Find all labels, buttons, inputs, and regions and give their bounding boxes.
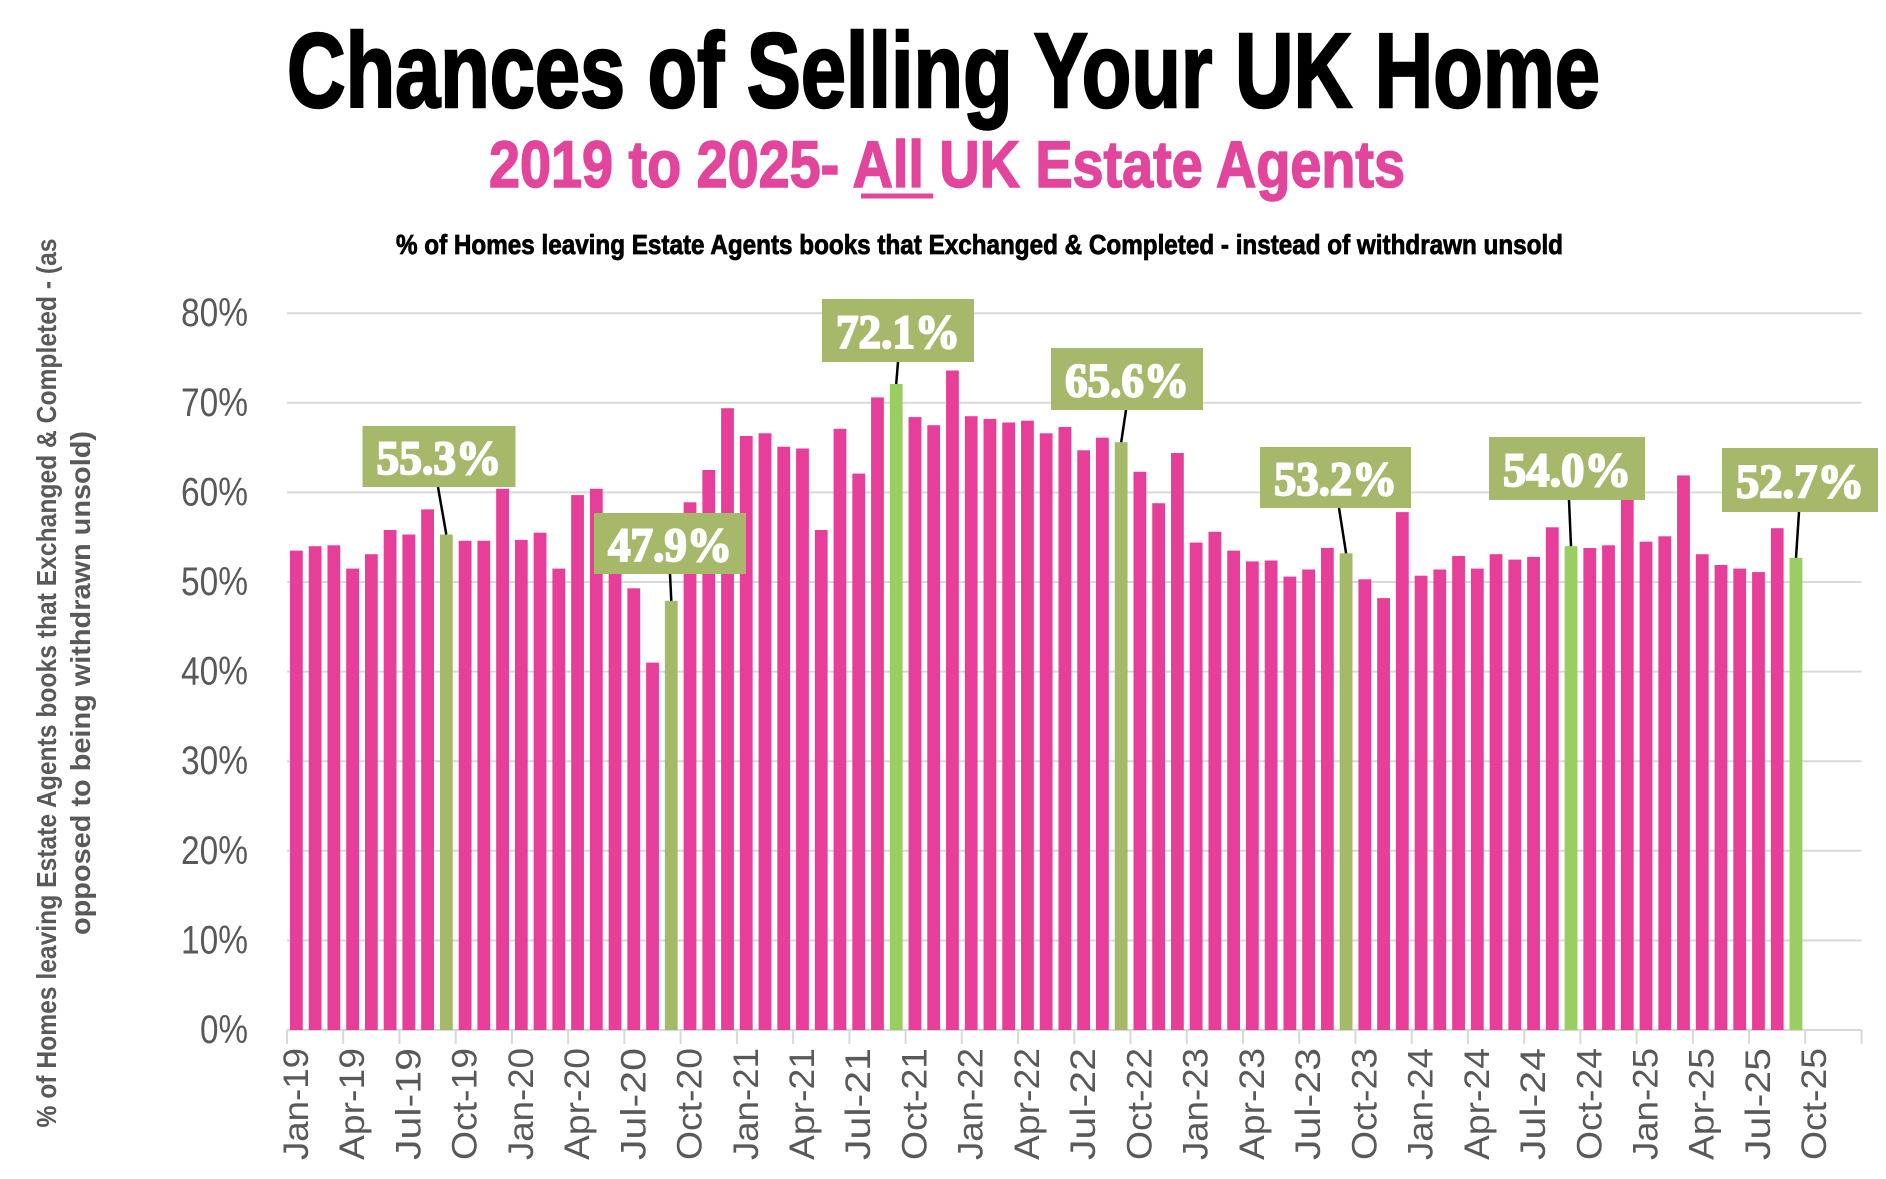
svg-text:70%: 70% <box>181 381 248 425</box>
svg-text:50%: 50% <box>181 560 248 604</box>
svg-text:% of Homes leaving Estate Agen: % of Homes leaving Estate Agents books t… <box>31 239 62 1128</box>
svg-text:Jul-24: Jul-24 <box>1514 1048 1553 1160</box>
svg-text:Oct-25: Oct-25 <box>1795 1048 1834 1160</box>
svg-text:% of Homes leaving Estate Agen: % of Homes leaving Estate Agents books t… <box>396 229 1563 260</box>
svg-text:30%: 30% <box>181 739 248 783</box>
svg-text:Jan-21: Jan-21 <box>727 1048 766 1160</box>
svg-text:72.1%: 72.1% <box>836 306 960 359</box>
svg-text:Apr-21: Apr-21 <box>783 1048 822 1160</box>
svg-text:Jan-25: Jan-25 <box>1627 1048 1666 1160</box>
svg-text:Jan-22: Jan-22 <box>952 1048 991 1160</box>
svg-text:Jan-20: Jan-20 <box>502 1048 541 1160</box>
svg-text:Apr-24: Apr-24 <box>1458 1048 1497 1160</box>
svg-text:54.0%: 54.0% <box>1503 444 1631 497</box>
svg-text:47.9%: 47.9% <box>608 519 732 572</box>
svg-text:0%: 0% <box>200 1008 248 1052</box>
svg-text:Jul-23: Jul-23 <box>1289 1048 1328 1160</box>
svg-text:Apr-23: Apr-23 <box>1233 1048 1272 1160</box>
svg-text:80%: 80% <box>181 291 248 335</box>
svg-text:Oct-24: Oct-24 <box>1570 1048 1609 1160</box>
svg-text:Jul-22: Jul-22 <box>1064 1048 1103 1160</box>
svg-text:Oct-21: Oct-21 <box>896 1048 935 1160</box>
svg-text:10%: 10% <box>181 918 248 962</box>
svg-text:Apr-22: Apr-22 <box>1008 1048 1047 1160</box>
svg-text:2019 to 2025- All UK Estate Ag: 2019 to 2025- All UK Estate Agents <box>489 127 1405 201</box>
svg-text:Jan-24: Jan-24 <box>1402 1048 1441 1160</box>
svg-text:Apr-20: Apr-20 <box>558 1048 597 1160</box>
svg-text:20%: 20% <box>181 829 248 873</box>
svg-text:Chances of Selling Your UK Hom: Chances of Selling Your UK Home <box>287 12 1600 130</box>
svg-text:Jul-20: Jul-20 <box>614 1048 653 1160</box>
svg-text:Jan-23: Jan-23 <box>1177 1048 1216 1160</box>
svg-text:Jul-21: Jul-21 <box>839 1048 878 1160</box>
svg-text:40%: 40% <box>181 650 248 694</box>
svg-text:Apr-25: Apr-25 <box>1683 1048 1722 1160</box>
svg-text:53.2%: 53.2% <box>1274 453 1397 506</box>
svg-text:opposed to being withdrawn uns: opposed to being withdrawn unsold) <box>65 431 96 935</box>
svg-text:Jul-19: Jul-19 <box>389 1048 428 1160</box>
svg-text:Oct-23: Oct-23 <box>1345 1048 1384 1160</box>
svg-text:65.6%: 65.6% <box>1065 355 1189 408</box>
svg-text:Jul-25: Jul-25 <box>1739 1048 1778 1160</box>
svg-text:Oct-22: Oct-22 <box>1120 1048 1159 1160</box>
svg-text:Apr-19: Apr-19 <box>333 1048 372 1160</box>
svg-text:Oct-20: Oct-20 <box>671 1048 710 1160</box>
svg-text:60%: 60% <box>181 470 248 514</box>
svg-text:55.3%: 55.3% <box>377 432 502 485</box>
svg-text:Oct-19: Oct-19 <box>446 1048 485 1160</box>
svg-text:52.7%: 52.7% <box>1736 456 1864 509</box>
svg-text:Jan-19: Jan-19 <box>277 1048 316 1160</box>
